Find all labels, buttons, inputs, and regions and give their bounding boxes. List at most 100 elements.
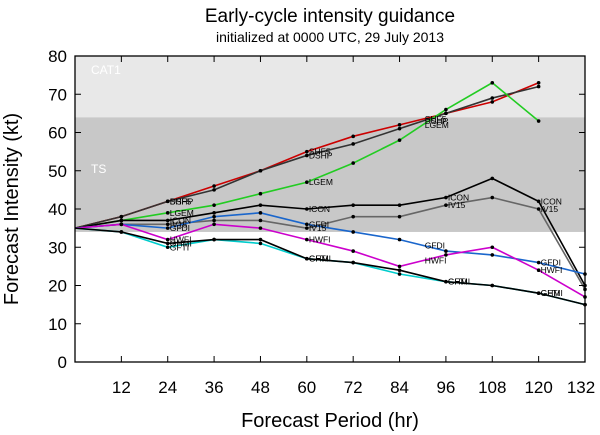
data-point-icon	[119, 218, 124, 223]
data-point-hwfi	[165, 237, 170, 242]
data-point-icon	[305, 207, 309, 211]
series-label-gfdi: GFDI	[309, 219, 329, 229]
series-label-ghmi: GHMI	[309, 254, 331, 264]
series-label-lgem: LGEM	[309, 177, 333, 187]
data-point-icon	[258, 203, 263, 207]
series-label-iv15: IV15	[541, 204, 559, 214]
series-line-gfdi	[74, 212, 586, 275]
x-axis-label: Forecast Period (hr)	[241, 410, 419, 432]
data-point-ghmi	[212, 237, 216, 242]
series-label-hwfi: HWFI	[425, 256, 447, 266]
data-point-iv15	[351, 214, 355, 219]
x-tick-label: 36	[205, 378, 224, 397]
series-label-shf5: SHF5	[425, 114, 447, 124]
data-point-ghmi	[305, 256, 309, 261]
series-line-icon	[74, 177, 586, 286]
x-tick-label: 132	[567, 378, 595, 397]
series-label-dshp: DSHP	[170, 196, 194, 206]
x-tick-label: 120	[524, 378, 552, 397]
series-label-hwfi: HWFI	[309, 235, 331, 245]
y-tick-label: 80	[48, 47, 67, 66]
data-point-gfdi	[165, 226, 170, 230]
data-point-gfti	[397, 272, 402, 276]
data-point-iv15	[258, 218, 263, 223]
series-label-gfdi: GFDI	[541, 258, 561, 268]
series-label-shf5: SHF5	[309, 147, 331, 157]
y-tick-label: 30	[48, 238, 67, 257]
data-point-ghmi	[444, 279, 448, 284]
data-point-ghmi	[258, 237, 263, 242]
x-tick-label: 60	[297, 378, 316, 397]
series-label-gfti: GFTI	[541, 288, 560, 298]
series-label-icon: ICON	[309, 204, 330, 214]
series-label-gfdi: GFDI	[170, 223, 190, 233]
series-label-iv15: IV15	[448, 200, 466, 210]
data-point-icon	[536, 199, 541, 204]
data-point-icon	[165, 218, 170, 223]
data-point-gfdi	[536, 260, 541, 265]
data-point-ghmi	[536, 291, 541, 295]
data-point-dshp	[119, 214, 124, 219]
data-point-icon	[397, 203, 402, 207]
data-point-gfdi	[444, 249, 448, 253]
data-point-hwfi	[119, 222, 124, 227]
data-point-hwfi	[536, 268, 541, 273]
data-point-dshp	[536, 84, 541, 89]
data-point-lgem	[305, 180, 309, 185]
series-label-iv15: IV15	[170, 219, 188, 229]
data-point-dshp	[490, 96, 495, 100]
x-tick-label: 96	[436, 378, 455, 397]
data-point-lgem	[397, 138, 402, 142]
data-point-shf5	[536, 80, 541, 85]
y-tick-label: 20	[48, 277, 67, 296]
series-labels: SHF5SHF5SHF5DSHPDSHPDSHPLGEMLGEMLGEMICON…	[119, 80, 587, 307]
data-point-dshp	[165, 199, 170, 204]
data-point-dshp	[397, 126, 402, 131]
data-point-iv15	[444, 203, 448, 207]
data-point-iv15	[212, 218, 216, 223]
data-point-iv15	[165, 222, 170, 227]
data-point-dshp	[444, 111, 448, 116]
data-point-gfdi	[258, 211, 263, 215]
axes: 0 10 20 30 40 50 60 70 80 12 24 36 48 60 72 84 96 108 120 1…	[48, 47, 595, 397]
y-tick-label: 50	[48, 162, 67, 181]
chart-subtitle: initialized at 0000 UTC, 29 July 2013	[216, 29, 444, 45]
series-label-hwfi: HWFI	[541, 265, 563, 275]
series-line-iv15	[74, 196, 586, 290]
series-label-shf5: SHF5	[170, 196, 192, 206]
x-tick-label: 108	[478, 378, 506, 397]
series-label-dshp: DSHP	[425, 116, 449, 126]
data-point-shf5	[490, 100, 495, 104]
series-label-ghmi: GHMI	[170, 238, 192, 248]
series-label-icon: ICON	[448, 193, 469, 203]
chart-title: Early-cycle intensity guidance	[205, 6, 455, 27]
series-label-gfti: GFTI	[309, 254, 328, 264]
y-tick-label: 0	[58, 353, 67, 372]
data-point-shf5	[305, 149, 309, 154]
data-point-dshp	[305, 153, 309, 158]
series-label-lgem: LGEM	[170, 208, 194, 218]
intensity-bands: TS CAT1	[75, 56, 585, 362]
data-point-lgem	[212, 203, 216, 207]
data-point-ghmi	[165, 241, 170, 246]
data-point-gfdi	[490, 253, 495, 257]
band-label-ts: TS	[91, 162, 106, 176]
series-line-hwfi	[74, 223, 586, 298]
data-point-gfdi	[305, 222, 309, 227]
series-label-ghmi: GHMI	[541, 288, 563, 298]
x-tick-label: 84	[390, 378, 409, 397]
y-tick-label: 40	[48, 200, 67, 219]
data-point-lgem	[490, 80, 495, 85]
data-point-iv15	[536, 207, 541, 211]
data-point-lgem	[165, 211, 170, 215]
data-point-hwfi	[305, 237, 309, 242]
series-label-hwfi: HWFI	[170, 235, 192, 245]
data-point-hwfi	[444, 253, 448, 257]
data-point-lgem	[536, 119, 541, 123]
data-point-hwfi	[212, 222, 216, 227]
data-point-gfti	[258, 241, 263, 246]
series-label-lgem: LGEM	[425, 120, 449, 130]
data-point-icon	[351, 203, 355, 207]
series-label-iv15: IV15	[309, 223, 327, 233]
